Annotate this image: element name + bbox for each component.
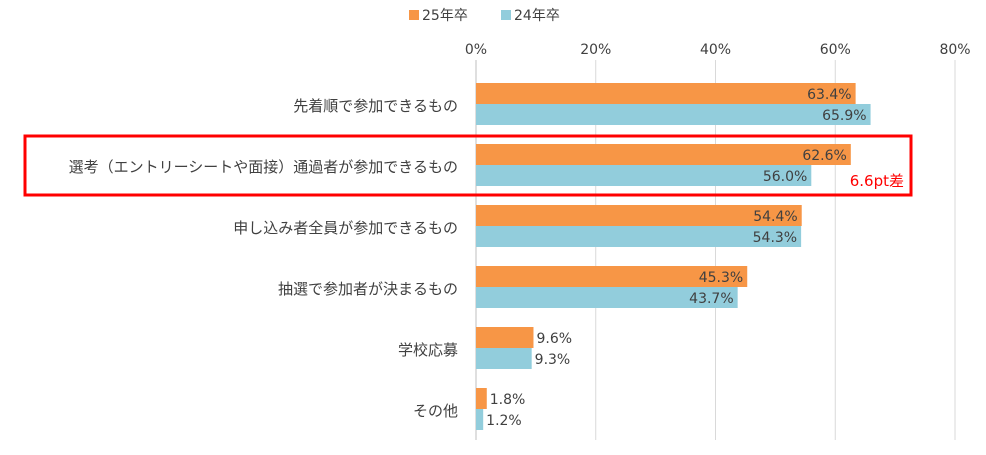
category-label: 抽選で参加者が決まるもの [278,280,458,298]
x-tick-label: 60% [820,42,851,58]
data-label: 56.0% [763,169,807,185]
bars: 63.4% 65.9% 62.6% 56.0% 54.4% 54.3% 45.3% 43.7%… [476,83,871,430]
bar-25-1 [476,144,851,165]
bar-24-0 [476,104,871,125]
data-label: 43.7% [689,291,733,307]
bar-25-2 [476,205,802,226]
bar-24-5 [476,409,484,430]
category-label: 申し込み者全員が参加できるもの [233,219,458,237]
category-labels: 先着順で参加できるもの選考（エントリーシートや面接）通過者が参加できるもの申し込… [69,97,458,420]
bar-24-4 [476,348,532,369]
data-label: 1.2% [486,413,522,429]
bar-25-4 [476,327,534,348]
legend-swatch-25 [409,10,419,20]
highlight-annotation: 6.6pt差 [23,134,913,197]
bar-24-2 [476,226,802,247]
x-tick-label: 80% [939,42,970,58]
difference-annotation: 6.6pt差 [850,172,904,190]
category-label: その他 [413,402,458,420]
data-label: 62.6% [802,148,846,164]
bar-25-5 [476,388,487,409]
bar-24-1 [476,165,812,186]
legend-swatch-24 [501,10,511,20]
data-label: 54.3% [753,230,797,246]
bar-25-3 [476,266,748,287]
x-tick-label: 40% [700,42,731,58]
data-label: 1.8% [490,392,526,408]
data-label: 54.4% [753,209,797,225]
x-tick-label: 20% [580,42,611,58]
data-label: 9.6% [536,331,572,347]
bar-24-3 [476,287,738,308]
data-label: 63.4% [807,87,851,103]
data-label: 65.9% [822,108,866,124]
bar-25-0 [476,83,856,104]
legend-label-25: 25年卒 [422,8,468,24]
legend: 25年卒 24年卒 [409,8,560,24]
category-label: 選考（エントリーシートや面接）通過者が参加できるもの [69,158,458,176]
category-label: 学校応募 [398,341,458,359]
data-label: 9.3% [535,352,571,368]
category-label: 先着順で参加できるもの [293,97,458,115]
data-label: 45.3% [699,270,743,286]
highlight-box [23,134,913,197]
x-axis-ticks: 0% 20% 40% 60% 80% [465,42,971,58]
x-tick-label: 0% [465,42,487,58]
legend-label-24: 24年卒 [514,8,560,24]
